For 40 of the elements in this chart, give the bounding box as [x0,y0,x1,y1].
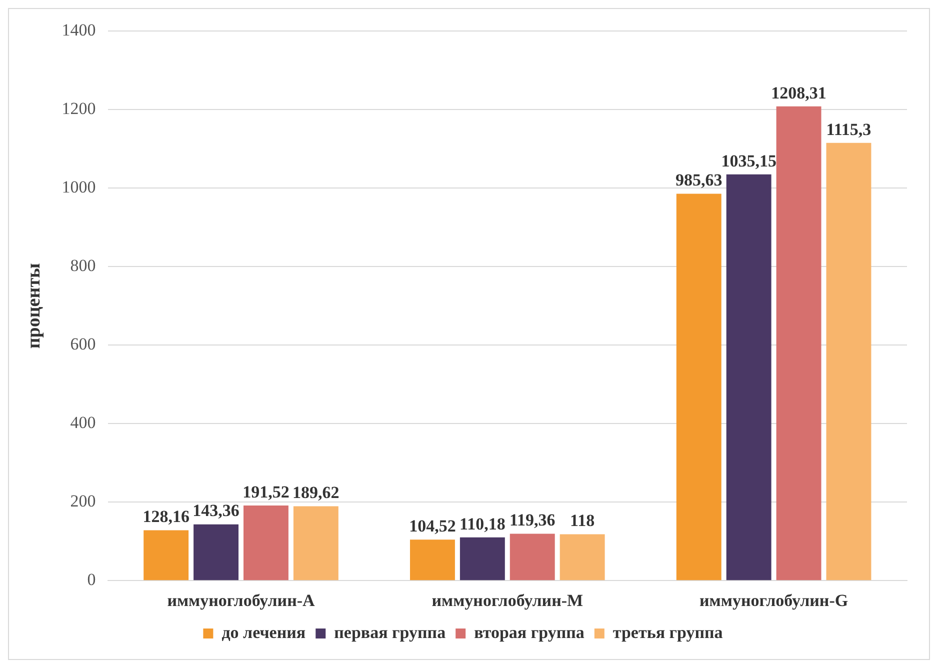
legend-label: до лечения [222,622,306,642]
x-tick-label: иммуноглобулин-М [432,591,584,610]
data-label: 118 [570,511,595,530]
data-label: 1115,3 [826,120,872,139]
y-tick-label: 0 [87,570,96,590]
y-axis-title: проценты [23,262,44,349]
y-tick-label: 400 [70,413,96,432]
bar [144,530,189,580]
y-tick-label: 1400 [62,20,96,40]
bar [560,534,605,580]
data-label: 104,52 [409,516,456,536]
legend-label: третья группа [612,622,724,642]
bar [293,506,338,580]
bar [460,537,505,580]
x-tick-label: иммуноглобулин-А [167,591,316,610]
bar [776,106,822,580]
bar [194,524,239,580]
data-label: 189,62 [292,483,340,502]
y-tick-label: 1000 [62,178,96,197]
legend-label: вторая группа [474,622,585,642]
data-label: 119,36 [509,510,556,530]
bar [676,194,722,580]
bar [244,505,288,580]
y-tick-label: 800 [70,256,96,276]
data-label: 143,36 [192,501,240,520]
data-label: 110,18 [460,514,506,534]
y-tick-label: 1200 [62,99,96,118]
x-tick-label: иммуноглобулин-G [700,591,848,610]
y-tick-label: 600 [70,334,96,354]
legend-label: первая группа [334,622,446,642]
bar [510,534,555,580]
data-label: 191,52 [242,482,290,502]
data-label: 985,63 [676,170,722,190]
data-label: 1208,31 [771,83,826,102]
data-label: 1035,15 [721,151,776,170]
bar [726,174,772,580]
data-label: 128,16 [142,507,190,526]
bar [826,142,872,580]
y-tick-label: 200 [70,492,96,511]
bar [410,540,455,580]
